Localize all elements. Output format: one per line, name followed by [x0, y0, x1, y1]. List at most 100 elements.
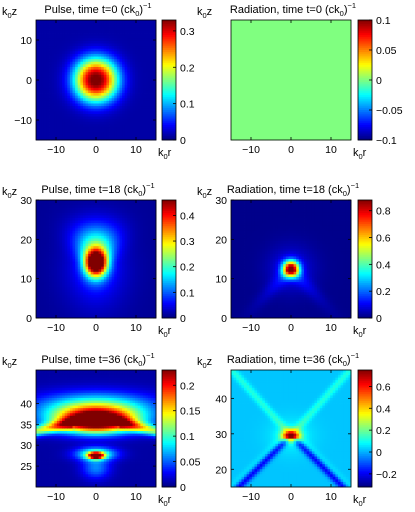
heatmap-cell — [77, 38, 81, 42]
heatmap-cell — [238, 46, 242, 50]
heatmap-cell — [262, 85, 266, 89]
heatmap-cell — [306, 82, 310, 86]
heatmap-cell — [135, 69, 139, 73]
colorbar-swatch — [162, 106, 176, 109]
heatmap-cell — [54, 132, 58, 136]
heatmap-cell — [69, 61, 73, 65]
heatmap-cell — [314, 98, 318, 102]
heatmap-cell — [296, 126, 300, 130]
heatmap-cell — [62, 202, 66, 206]
heatmap-cell — [59, 202, 63, 206]
heatmap-cell — [129, 134, 133, 138]
heatmap-cell — [332, 93, 336, 97]
heatmap-cell — [231, 66, 235, 70]
heatmap-cell — [129, 38, 133, 42]
heatmap-cell — [75, 85, 79, 89]
heatmap-cell — [327, 27, 331, 31]
heatmap-cell — [335, 137, 339, 141]
heatmap-cell — [98, 98, 102, 102]
heatmap-cell — [142, 124, 146, 128]
heatmap-cell — [244, 30, 248, 34]
heatmap-cell — [262, 126, 266, 130]
heatmap-cell — [59, 40, 63, 44]
heatmap-cell — [249, 126, 253, 130]
heatmap-cell — [114, 106, 118, 110]
heatmap-cell — [259, 69, 263, 73]
heatmap-cell — [56, 77, 60, 81]
heatmap-cell — [251, 100, 255, 104]
heatmap-cell — [38, 300, 42, 304]
heatmap-cell — [62, 207, 66, 211]
heatmap-cell — [88, 95, 92, 99]
heatmap-cell — [41, 225, 45, 229]
heatmap-cell — [140, 61, 144, 65]
heatmap-cell — [38, 103, 42, 107]
heatmap-cell — [137, 25, 141, 29]
heatmap-cell — [82, 40, 86, 44]
heatmap-cell — [272, 46, 276, 50]
heatmap-cell — [332, 69, 336, 73]
heatmap-cell — [153, 111, 157, 115]
heatmap-cell — [90, 111, 94, 115]
heatmap-cell — [343, 27, 347, 31]
heatmap-cell — [90, 43, 94, 47]
heatmap-cell — [259, 53, 263, 57]
heatmap-cell — [288, 100, 292, 104]
heatmap-cell — [93, 126, 97, 130]
heatmap-cell — [236, 38, 240, 42]
heatmap-cell — [111, 72, 115, 76]
heatmap-cell — [272, 20, 276, 24]
heatmap-cell — [298, 82, 302, 86]
heatmap-cell — [49, 46, 53, 50]
heatmap-cell — [111, 95, 115, 99]
heatmap-cell — [129, 20, 133, 24]
heatmap-cell — [43, 248, 47, 252]
heatmap-cell — [64, 215, 68, 219]
heatmap-cell — [69, 56, 73, 60]
heatmap-cell — [129, 22, 133, 26]
heatmap-cell — [348, 80, 352, 84]
heatmap-cell — [80, 90, 84, 94]
heatmap-cell — [137, 90, 141, 94]
heatmap-cell — [124, 64, 128, 68]
heatmap-cell — [233, 106, 237, 110]
heatmap-cell — [41, 134, 45, 138]
heatmap-cell — [348, 35, 352, 39]
heatmap-cell — [51, 95, 55, 99]
heatmap-cell — [122, 20, 126, 24]
heatmap-cell — [135, 113, 139, 117]
heatmap-cell — [51, 294, 55, 298]
heatmap-cell — [77, 64, 81, 68]
heatmap-cell — [137, 48, 141, 52]
heatmap-cell — [272, 126, 276, 130]
heatmap-cell — [51, 305, 55, 309]
heatmap-cell — [62, 287, 66, 291]
heatmap-cell — [109, 103, 113, 107]
heatmap-cell — [153, 119, 157, 123]
heatmap-cell — [129, 82, 133, 86]
heatmap-cell — [109, 124, 113, 128]
heatmap-cell — [332, 56, 336, 60]
heatmap-cell — [231, 61, 235, 65]
heatmap-cell — [67, 69, 71, 73]
heatmap-cell — [127, 113, 131, 117]
heatmap-cell — [64, 297, 68, 301]
heatmap-cell — [148, 56, 152, 60]
heatmap-cell — [340, 53, 344, 57]
heatmap-cell — [59, 205, 63, 209]
heatmap-cell — [51, 108, 55, 112]
heatmap-cell — [241, 106, 245, 110]
colorbar-swatch — [162, 66, 176, 70]
heatmap-cell — [270, 124, 274, 128]
heatmap-cell — [88, 33, 92, 37]
heatmap-cell — [46, 312, 50, 316]
heatmap-cell — [72, 126, 76, 130]
heatmap-cell — [124, 116, 128, 120]
heatmap-cell — [340, 129, 344, 133]
heatmap-cell — [72, 64, 76, 68]
heatmap-cell — [54, 271, 58, 275]
heatmap-cell — [288, 108, 292, 112]
heatmap-cell — [304, 93, 308, 97]
heatmap-cell — [56, 72, 60, 76]
heatmap-cell — [111, 61, 115, 65]
